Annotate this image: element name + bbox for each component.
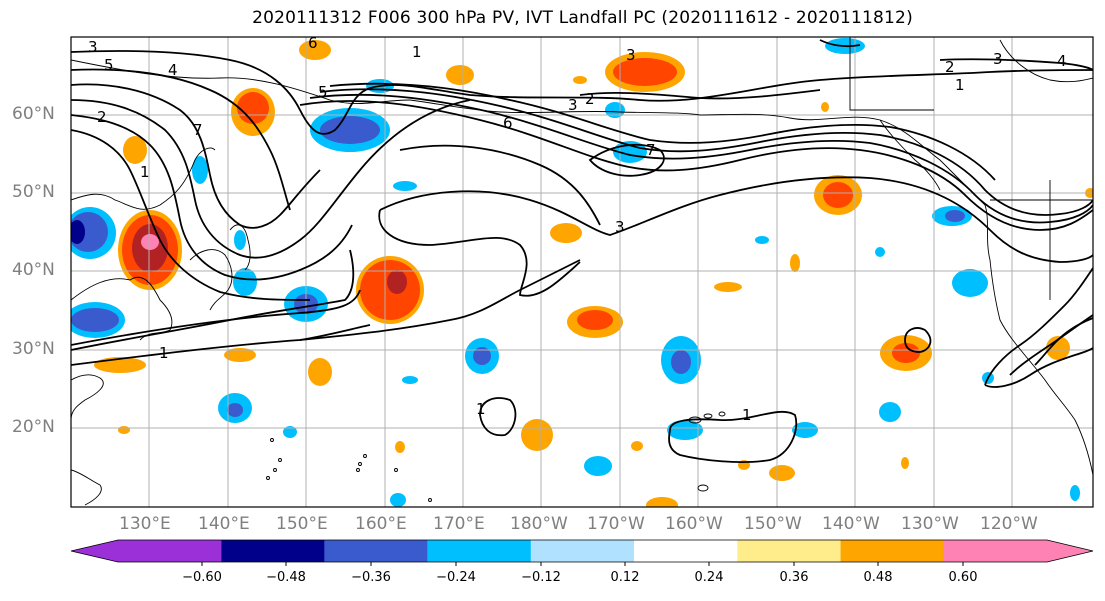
lon-label-160e: 160°E (355, 514, 407, 534)
lat-label-40: 40°N (12, 260, 55, 280)
colorbar-segment (531, 540, 634, 562)
contour-label: 4 (168, 61, 178, 79)
contour-label: 3 (568, 96, 578, 114)
lon-label-130e: 130°E (119, 514, 171, 534)
contour-label: 2 (585, 90, 595, 108)
colorbar-segment (71, 540, 221, 562)
colorbar-tick-label: 0.48 (856, 570, 900, 585)
contour-label: 1 (955, 76, 965, 94)
map-background (71, 37, 1093, 507)
colorbar-tick-label: 0.36 (772, 570, 816, 585)
colorbar-tick-label: 0.12 (603, 570, 647, 585)
lon-label-170e: 170°E (433, 514, 485, 534)
colorbar-tick-label: −0.12 (519, 570, 563, 585)
contour-label: 7 (193, 121, 203, 139)
contour-label: 3 (993, 50, 1003, 68)
contour-label: 1 (159, 344, 169, 362)
contour-label: 1 (140, 163, 150, 181)
contour-label: 1 (476, 400, 486, 418)
lon-label-170w: 170°W (587, 514, 645, 534)
contour-label: 7 (646, 141, 656, 159)
contour-label: 3 (615, 218, 625, 236)
contour-label: 1 (742, 406, 752, 424)
colorbar-segment (841, 540, 944, 562)
colorbar (71, 540, 1093, 566)
contour-label: 3 (88, 38, 98, 56)
lat-label-20: 20°N (12, 417, 55, 437)
lon-label-130w: 130°W (901, 514, 959, 534)
colorbar-segment (428, 540, 531, 562)
lon-label-150e: 150°E (276, 514, 328, 534)
contour-label: 5 (318, 83, 328, 101)
lon-label-150w: 150°W (744, 514, 802, 534)
colorbar-segment (221, 540, 324, 562)
colorbar-tick-label: 0.60 (941, 570, 985, 585)
contour-label: 2 (97, 108, 107, 126)
contour-label: 2 (945, 58, 955, 76)
lat-label-30: 30°N (12, 339, 55, 359)
colorbar-tick-label: −0.24 (434, 570, 478, 585)
lat-label-50: 50°N (12, 182, 55, 202)
lon-label-140e: 140°E (198, 514, 250, 534)
colorbar-segment (944, 540, 1093, 562)
contour-label: 5 (104, 56, 114, 74)
lon-label-160w: 160°W (665, 514, 723, 534)
colorbar-tick-label: −0.36 (349, 570, 393, 585)
colorbar-segment (324, 540, 427, 562)
colorbar-tick-label: −0.48 (264, 570, 308, 585)
colorbar-tick-label: 0.24 (687, 570, 731, 585)
contour-label: 3 (626, 46, 636, 64)
contour-label: 4 (1057, 52, 1067, 70)
lat-label-60: 60°N (12, 104, 55, 124)
lon-label-120w: 120°W (980, 514, 1038, 534)
colorbar-segment (737, 540, 840, 562)
colorbar-segment (634, 540, 737, 562)
contour-label: 1 (412, 43, 422, 61)
contour-label: 6 (503, 114, 513, 132)
lon-label-180w: 180°W (510, 514, 568, 534)
colorbar-tick-label: −0.60 (180, 570, 224, 585)
lon-label-140w: 140°W (822, 514, 880, 534)
map-panel: 3 5 4 2 7 1 6 5 1 3 3 2 6 7 3 2 3 4 1 1 … (0, 0, 1105, 601)
